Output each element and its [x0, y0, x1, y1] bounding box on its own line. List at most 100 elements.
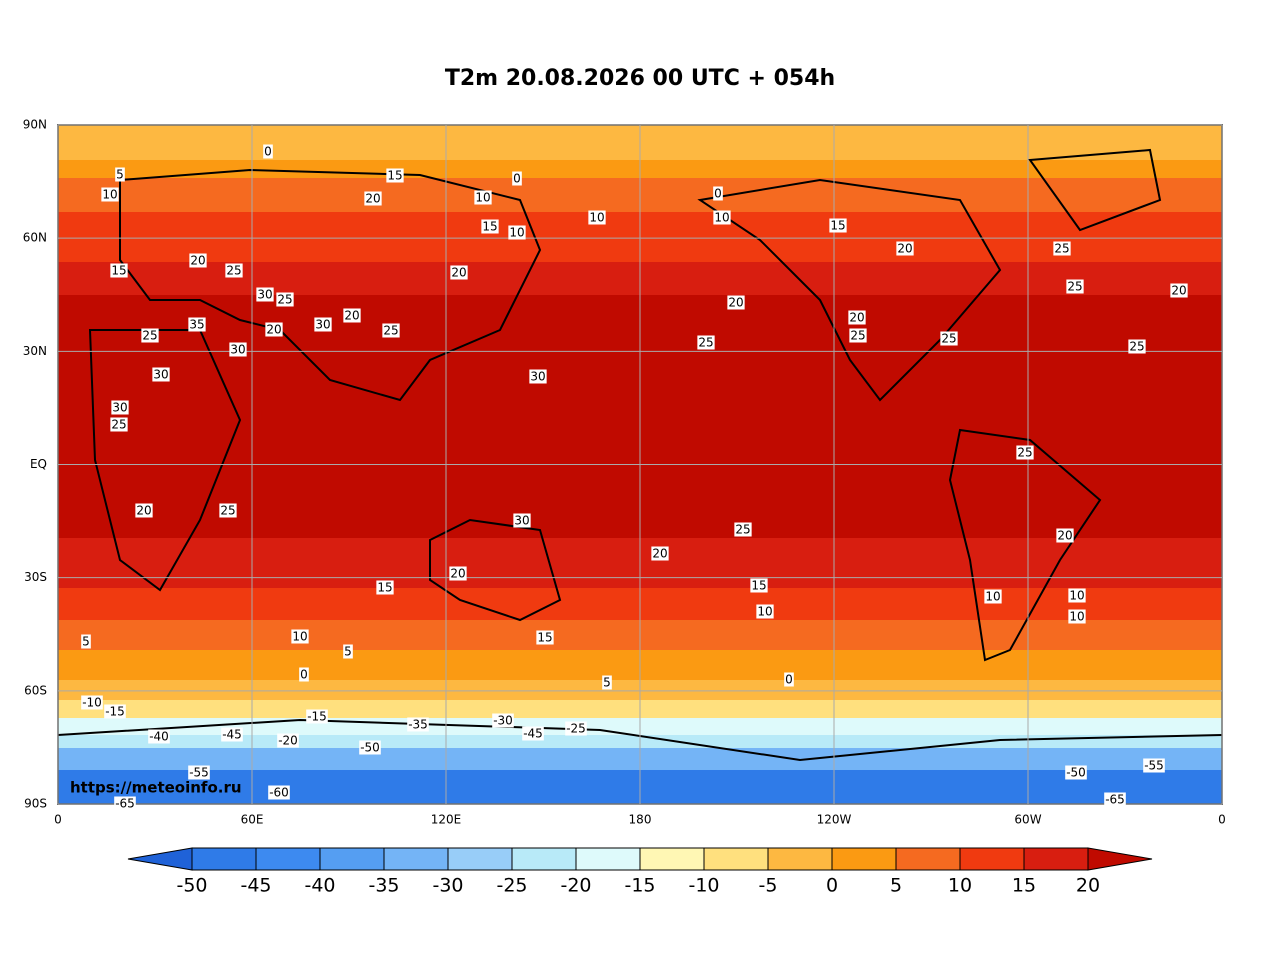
colorbar-label: -10: [688, 875, 719, 897]
contour-label: 10: [985, 590, 1000, 604]
contour-label-bg: [135, 503, 153, 518]
contour-label: 10: [509, 226, 524, 240]
contour-label: 20: [451, 266, 466, 280]
contour-label: 15: [751, 579, 766, 593]
contour-label-bg: [940, 331, 958, 346]
contour-label: -55: [189, 766, 209, 780]
contour-label: 20: [897, 242, 912, 256]
contour-label-bg: [713, 210, 731, 225]
contour-label: 30: [112, 401, 127, 415]
x-tick-label: 120W: [817, 813, 852, 827]
contour-label-bg: [276, 292, 294, 307]
contour-label-bg: [651, 546, 669, 561]
contour-label-bg: [359, 740, 381, 755]
contour-label-bg: [277, 733, 299, 748]
x-tick-label: 180: [629, 813, 652, 827]
contour-label-bg: [382, 323, 400, 338]
contour-label: -65: [115, 797, 135, 811]
contour-label: -45: [523, 727, 543, 741]
colorbar-label: 0: [826, 875, 838, 897]
contour-label: 25: [850, 329, 865, 343]
contour-label: 20: [652, 547, 667, 561]
coastline: [1028, 148, 1162, 232]
contour-label-bg: [148, 729, 170, 744]
contour-label-bg: [111, 400, 129, 415]
contour-label: 10: [1069, 589, 1084, 603]
contour-label: 35: [189, 318, 204, 332]
y-tick-label: 90N: [23, 118, 47, 132]
contour-label: 25: [220, 504, 235, 518]
y-tick-label: 60N: [23, 231, 47, 245]
contour-label-bg: [101, 187, 119, 202]
contour-label: 25: [277, 293, 292, 307]
contour-label: 20: [1171, 284, 1186, 298]
contour-label-bg: [829, 218, 847, 233]
y-tick-label: 30N: [23, 344, 47, 358]
colorbar: -50 -45 -40 -35 -30 -25 -20 -15 -10 -5 0 5 10 15 20: [127, 847, 1153, 897]
colorbar-box: [255, 847, 321, 871]
colorbar-label: -20: [560, 875, 591, 897]
contour-label-bg: [1104, 792, 1126, 807]
contour-label-bg: [81, 695, 103, 710]
contour-label: 0: [714, 187, 722, 201]
contour-label: -30: [493, 714, 513, 728]
contour-label-bg: [219, 503, 237, 518]
contour-label-bg: [588, 210, 606, 225]
colorbar-box: [319, 847, 385, 871]
contour-label: 30: [315, 318, 330, 332]
contour-label: 20: [266, 323, 281, 337]
contour-label: 10: [589, 211, 604, 225]
contour-label: 30: [530, 370, 545, 384]
contour-label: -35: [408, 718, 428, 732]
colorbar-box: [383, 847, 449, 871]
contour-label: 25: [1054, 242, 1069, 256]
contour-label: -25: [566, 722, 586, 736]
colorbar-label: -30: [432, 875, 463, 897]
contour-label-bg: [229, 342, 247, 357]
contour-label-bg: [189, 253, 207, 268]
contour-label: 0: [513, 172, 521, 186]
colorbar-box: [767, 847, 833, 871]
contour-label-bg: [522, 726, 544, 741]
contour-label: 25: [1017, 446, 1032, 460]
contour-label-bg: [713, 186, 723, 201]
contour-label: 20: [1057, 529, 1072, 543]
contour-label: 15: [830, 219, 845, 233]
colorbar-label: -15: [624, 875, 655, 897]
contour-label: -20: [278, 734, 298, 748]
contour-label-bg: [263, 144, 273, 159]
contour-label: -40: [149, 730, 169, 744]
contour-label-bg: [536, 630, 554, 645]
colorbar-label: -25: [496, 875, 527, 897]
contour-label: 5: [82, 635, 90, 649]
contour-label-bg: [104, 704, 126, 719]
contour-label-bg: [188, 317, 206, 332]
contour-label-bg: [1143, 758, 1165, 773]
colorbar-label: 10: [948, 875, 972, 897]
contour-label-bg: [265, 322, 283, 337]
contour-label-bg: [81, 634, 91, 649]
contour-label-bg: [849, 328, 867, 343]
coastline: [429, 518, 562, 622]
colorbar-box: [1023, 847, 1089, 871]
contour-label: 20: [849, 311, 864, 325]
contour-label: 30: [230, 343, 245, 357]
contour-label-bg: [114, 796, 136, 811]
y-tick-label: EQ: [30, 457, 47, 471]
contour-label: 0: [264, 145, 272, 159]
contour-label-bg: [1068, 588, 1086, 603]
x-tick-label: 120E: [431, 813, 462, 827]
contour-label-bg: [110, 417, 128, 432]
x-tick-label: 60W: [1014, 813, 1041, 827]
contour-label-bg: [512, 171, 522, 186]
contour-label-bg: [984, 589, 1002, 604]
contour-label-bg: [364, 191, 382, 206]
contour-label: 15: [111, 264, 126, 278]
contour-label-bg: [727, 295, 745, 310]
coastline: [697, 178, 1002, 402]
y-tick-label: 30S: [24, 570, 47, 584]
map: 0 60E 120E 180 120W 60W 0 90N 60N 30N EQ 30S 60S 90S 0…: [23, 118, 1226, 827]
contour-label-bg: [1053, 241, 1071, 256]
colorbar-box: [703, 847, 769, 871]
